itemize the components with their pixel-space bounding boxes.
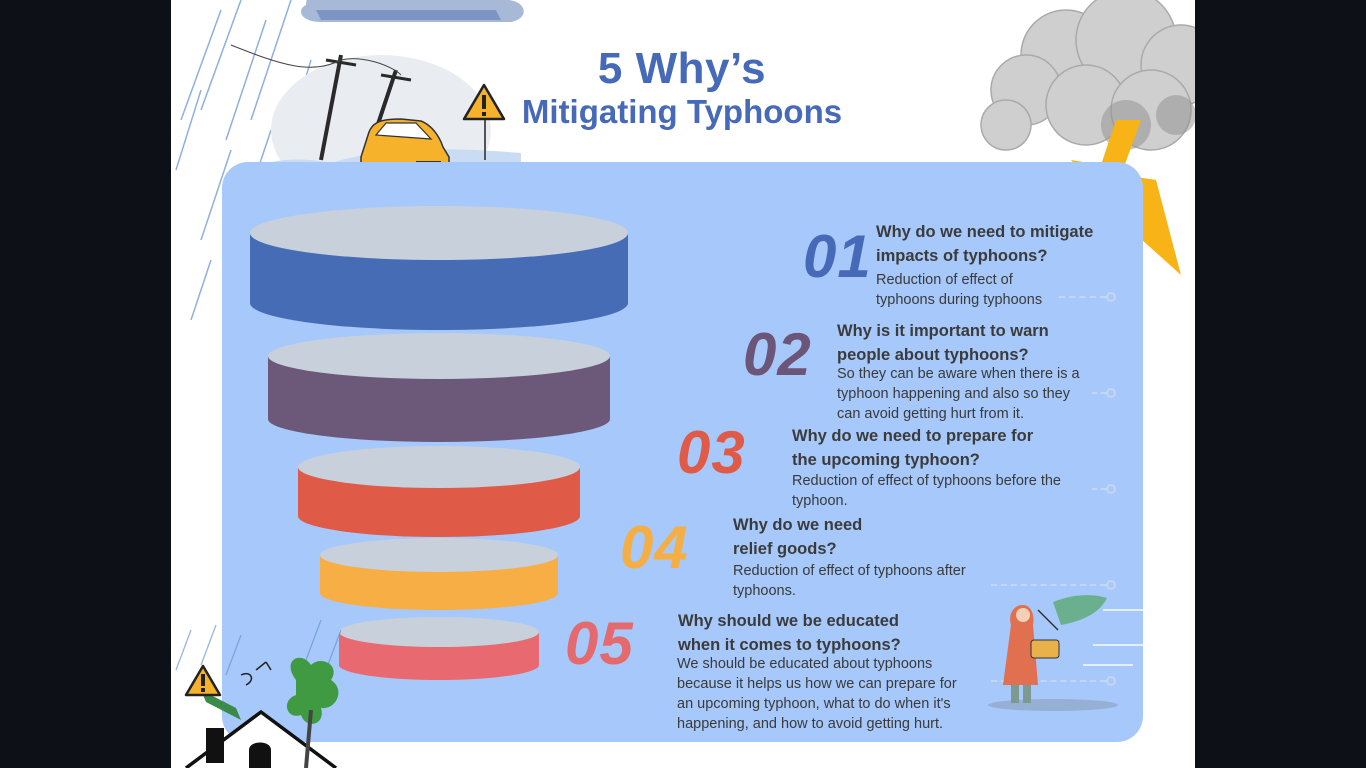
funnel-tier-4 [320, 538, 558, 610]
item-question-04b: relief goods? [733, 540, 837, 558]
item-question-02b: people about typhoons? [837, 346, 1029, 364]
item-answer-05b: because it helps us how we can prepare f… [677, 676, 957, 692]
funnel-tier-top [298, 446, 580, 488]
item-question-02a: Why is it important to warn [837, 322, 1049, 340]
item-answer-02c: can avoid getting hurt from it. [837, 406, 1024, 422]
warning-sign-small-icon [184, 664, 222, 697]
connector-dot [1106, 580, 1116, 590]
item-answer-02b: typhoon happening and also so they [837, 386, 1070, 402]
storm-cloud-small-icon [301, 0, 524, 22]
connector-line [1059, 296, 1106, 298]
connector-line [1092, 488, 1106, 490]
person-in-wind-icon [988, 595, 1153, 711]
item-question-03b: the upcoming typhoon? [792, 451, 980, 469]
item-answer-01a: Reduction of effect of [876, 272, 1013, 288]
item-answer-05c: an upcoming typhoon, what to do when it'… [677, 696, 951, 712]
funnel-tier-1 [250, 206, 628, 330]
connector-dot [1106, 388, 1116, 398]
item-question-03a: Why do we need to prepare for [792, 427, 1034, 445]
connector-dot [1106, 484, 1116, 494]
item-answer-04b: typhoons. [733, 583, 796, 599]
title-text: 5 Why’s [597, 44, 767, 93]
title-line1: 5 Why’s [171, 44, 1195, 94]
item-number-05: 05 [565, 610, 634, 677]
item-answer-02a: So they can be aware when there is a [837, 366, 1080, 382]
item-number-01: 01 [803, 223, 872, 290]
item-question-05b: when it comes to typhoons? [678, 636, 901, 654]
item-number-04: 04 [620, 514, 689, 581]
item-question-01a: Why do we need to mitigate [876, 223, 1094, 241]
funnel-tier-top [320, 538, 558, 572]
warning-sign-icon [462, 83, 506, 121]
item-answer-03a: Reduction of effect of typhoons before t… [792, 473, 1061, 489]
item-answer-03b: typhoon. [792, 493, 848, 509]
funnel [250, 206, 628, 680]
connector-dot [1106, 292, 1116, 302]
connector-line [991, 584, 1106, 586]
connector-line [1092, 392, 1106, 394]
item-number-02: 02 [743, 321, 812, 388]
house-icon [175, 620, 342, 768]
item-answer-04a: Reduction of effect of typhoons after [733, 563, 966, 579]
storm-cloud-icon [980, 0, 1195, 151]
item-question-01b: impacts of typhoons? [876, 247, 1048, 265]
funnel-tier-top [268, 333, 610, 379]
item-answer-05a: We should be educated about typhoons [677, 656, 933, 672]
funnel-tier-2 [268, 333, 610, 442]
subtitle-text: Mitigating Typhoons [521, 93, 843, 130]
item-answer-05d: happening, and how to avoid getting hurt… [677, 716, 944, 732]
funnel-tier-5 [339, 617, 539, 680]
funnel-tier-top [339, 617, 539, 647]
funnel-tier-body [268, 356, 610, 442]
item-number-03: 03 [677, 419, 746, 486]
item-answer-01b: typhoons during typhoons [876, 292, 1043, 308]
slide: 5 Why’s Mitigating Typhoons 01 Why do we… [171, 0, 1195, 768]
connector-line [991, 680, 1106, 682]
item-question-04a: Why do we need [733, 516, 863, 534]
item-question-05a: Why should we be educated [678, 612, 899, 630]
funnel-tier-top [250, 206, 628, 260]
funnel-tier-body [250, 233, 628, 330]
title-line2: Mitigating Typhoons [171, 93, 1195, 131]
funnel-tier-3 [298, 446, 580, 537]
connector-dot [1106, 676, 1116, 686]
